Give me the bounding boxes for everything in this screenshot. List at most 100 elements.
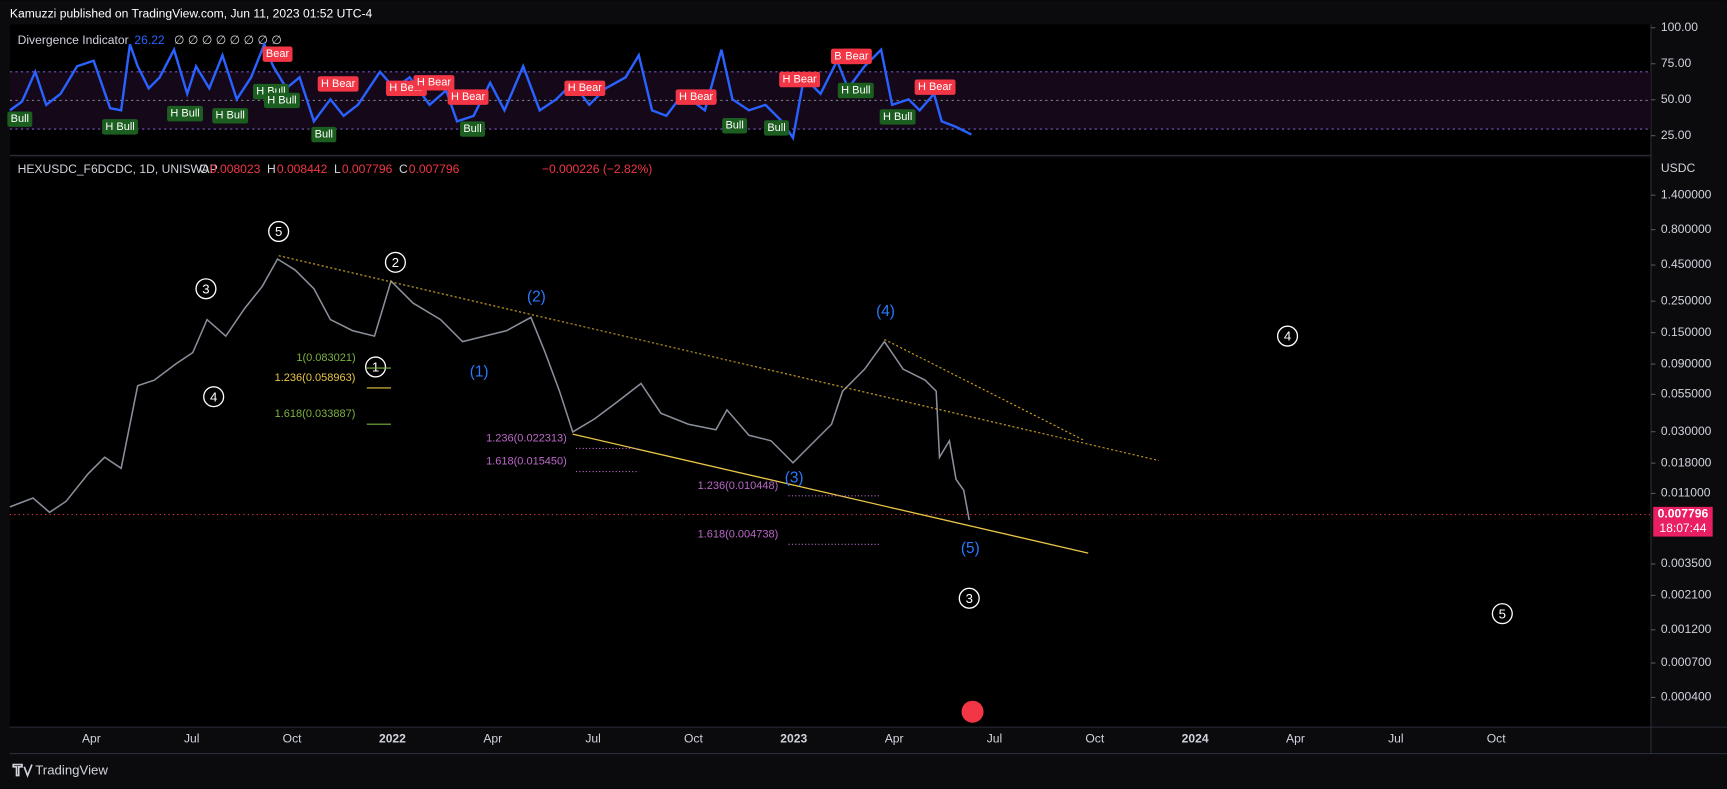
x-tick-label: Oct: [1487, 731, 1506, 745]
y-tick-label: 0.055000: [1661, 387, 1712, 401]
y-tick-label: 0.800000: [1661, 222, 1712, 236]
signal-badge: [764, 120, 789, 136]
signal-badge: [564, 80, 606, 97]
x-tick-label: Jul: [184, 731, 199, 745]
signal-label: H Bear: [417, 77, 452, 89]
signal-badge: [779, 71, 821, 88]
signal-label: Bull: [11, 113, 29, 125]
signal-label: H Bull: [267, 94, 296, 106]
wave-label: 1: [372, 360, 379, 375]
x-tick-label: 2024: [1182, 731, 1209, 745]
signal-label: H Bull: [105, 121, 134, 133]
signal-label: Bear: [266, 48, 290, 60]
signal-label: Bull: [315, 128, 333, 140]
signal-badge: [722, 118, 748, 134]
x-tick-label: Oct: [283, 731, 302, 745]
y-tick-label: 0.000700: [1661, 655, 1712, 669]
signal-badge: [317, 76, 359, 92]
signal-badge: [263, 92, 300, 109]
x-tick-label: 2023: [780, 731, 807, 745]
x-tick-label: 2022: [379, 731, 406, 745]
indicator-settings: ∅ ∅ ∅ ∅ ∅ ∅ ∅ ∅: [174, 33, 282, 47]
price-pane: [9, 157, 1652, 728]
signal-badge: [413, 75, 455, 91]
y-tick-label: 0.003500: [1661, 556, 1712, 570]
y-tick-label: 0.090000: [1661, 356, 1712, 370]
wave-label: 5: [1499, 606, 1506, 621]
signal-label: H Bull: [883, 111, 912, 123]
wave-circle: [195, 278, 217, 300]
y-tick-label: 50.00: [1661, 92, 1692, 106]
ohlc-key: H: [267, 162, 276, 176]
signal-label: H Bear: [568, 82, 603, 94]
price-path: [9, 257, 970, 521]
indicator-name: Divergence Indicator: [18, 33, 129, 47]
trendline: [884, 338, 1086, 442]
price-tag: [1653, 506, 1713, 537]
signal-badge: [837, 82, 874, 99]
signal-label: H Bull: [170, 108, 199, 120]
ohlc-key: C: [399, 162, 408, 176]
fib-label: 1.618(0.033887): [275, 408, 356, 420]
event-icon[interactable]: [961, 700, 984, 723]
signal-badge: [460, 121, 485, 137]
signal-label: H Bear: [451, 91, 486, 103]
publish-header: Kamuzzi published on TradingView.com, Ju…: [10, 7, 373, 21]
subwave-label: (2): [527, 289, 546, 306]
rsi-line: [9, 40, 972, 142]
subwave-label: (3): [785, 469, 804, 486]
indicator-value: 26.22: [134, 33, 165, 47]
x-tick-label: Jul: [1388, 731, 1403, 745]
subwave-label: (1): [470, 364, 489, 381]
y-tick-label: 0.030000: [1661, 424, 1712, 438]
wave-label: 5: [275, 224, 282, 239]
fib-label: 1(0.083021): [296, 352, 355, 364]
y-tick-label: 1.400000: [1661, 187, 1712, 201]
wave-circle: [365, 356, 387, 378]
wave-circle: [1276, 325, 1299, 347]
ohlc-value: 0.008023: [210, 162, 261, 176]
signal-label: Bull: [725, 120, 743, 132]
wave-label: 4: [210, 389, 217, 404]
signal-badge: [841, 48, 872, 65]
y-tick-label: 25.00: [1661, 128, 1692, 142]
fib-label: 1.618(0.004738): [698, 528, 779, 540]
y-tick-label: 100.00: [1661, 20, 1698, 34]
x-tick-label: Apr: [483, 731, 502, 745]
x-tick-label: Apr: [885, 731, 904, 745]
fib-label: 1.236(0.058963): [275, 372, 356, 384]
footer-brand: TradingView: [35, 763, 108, 778]
wave-circle: [1491, 603, 1513, 625]
ohlc-value: 0.007796: [342, 162, 393, 176]
countdown: 18:07:44: [1659, 521, 1706, 535]
signal-label: H Bear: [679, 91, 714, 103]
signal-badge: [879, 109, 916, 125]
wave-label: 3: [966, 591, 973, 606]
signal-label: Bear: [845, 50, 869, 62]
y-tick-label: 0.150000: [1661, 325, 1712, 339]
fib-label: 1.618(0.015450): [486, 456, 567, 468]
signal-label: Bull: [767, 122, 785, 134]
price-tag-value: 0.007796: [1658, 507, 1709, 521]
signal-badge: [914, 79, 956, 95]
ohlc-value: 0.007796: [409, 162, 460, 176]
symbol: HEXUSDC_F6DCDC, 1D, UNISWAP: [18, 162, 218, 176]
subwave-label: (4): [876, 303, 895, 320]
y-tick-label: 0.000400: [1661, 690, 1712, 704]
fib-label: 1.236(0.010448): [698, 480, 779, 492]
wave-label: 3: [202, 281, 209, 296]
wave-label: 2: [392, 255, 399, 270]
signal-badge: [7, 111, 33, 127]
ohlc-value: 0.008442: [277, 162, 328, 176]
signal-label: Bull: [463, 123, 481, 135]
signal-badge: [212, 108, 249, 124]
y-tick-label: 0.018000: [1661, 455, 1712, 469]
x-tick-label: Apr: [82, 731, 101, 745]
signal-label: H Bull: [216, 110, 245, 122]
signal-label: H Bear: [782, 73, 817, 85]
trendline: [572, 433, 1089, 554]
y-tick-label: 0.011000: [1661, 486, 1711, 500]
y-tick-label: 75.00: [1661, 56, 1692, 70]
